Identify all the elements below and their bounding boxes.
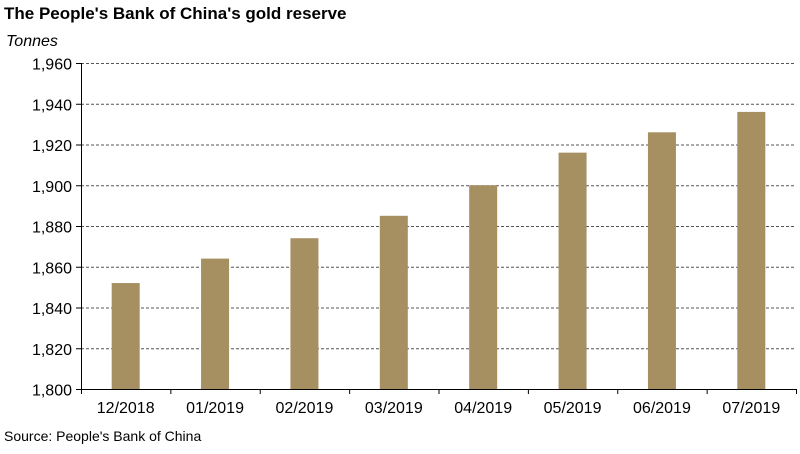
- bar-06-2019: [647, 132, 676, 389]
- y-tick-label: 1,900: [32, 179, 72, 196]
- x-tick-label: 01/2019: [186, 400, 244, 417]
- y-tick-label: 1,940: [32, 97, 72, 114]
- x-tick-label: 03/2019: [365, 400, 423, 417]
- x-tick-label: 04/2019: [454, 400, 512, 417]
- chart-title: The People's Bank of China's gold reserv…: [4, 4, 347, 23]
- y-axis-label: Tonnes: [6, 33, 58, 50]
- y-tick-label: 1,820: [32, 342, 72, 359]
- y-tick-label: 1,840: [32, 301, 72, 318]
- bar-05-2019: [558, 152, 587, 389]
- x-tick-label: 06/2019: [633, 400, 691, 417]
- y-tick-label: 1,860: [32, 260, 72, 277]
- x-tick-label: 12/2018: [97, 400, 155, 417]
- bar-03-2019: [379, 215, 408, 389]
- bar-12-2018: [111, 283, 140, 389]
- y-tick-label: 1,880: [32, 220, 72, 237]
- y-tick-label: 1,920: [32, 138, 72, 155]
- x-tick-label: 05/2019: [544, 400, 602, 417]
- bar-04-2019: [469, 185, 498, 389]
- x-tick-label: 07/2019: [722, 400, 780, 417]
- y-tick-label: 1,960: [32, 57, 72, 74]
- y-tick-label: 1,800: [32, 383, 72, 400]
- bar-02-2019: [290, 238, 319, 389]
- source-note: Source: People's Bank of China: [4, 428, 202, 444]
- x-tick-label: 02/2019: [276, 400, 334, 417]
- bar-01-2019: [201, 258, 230, 389]
- bar-07-2019: [737, 111, 766, 390]
